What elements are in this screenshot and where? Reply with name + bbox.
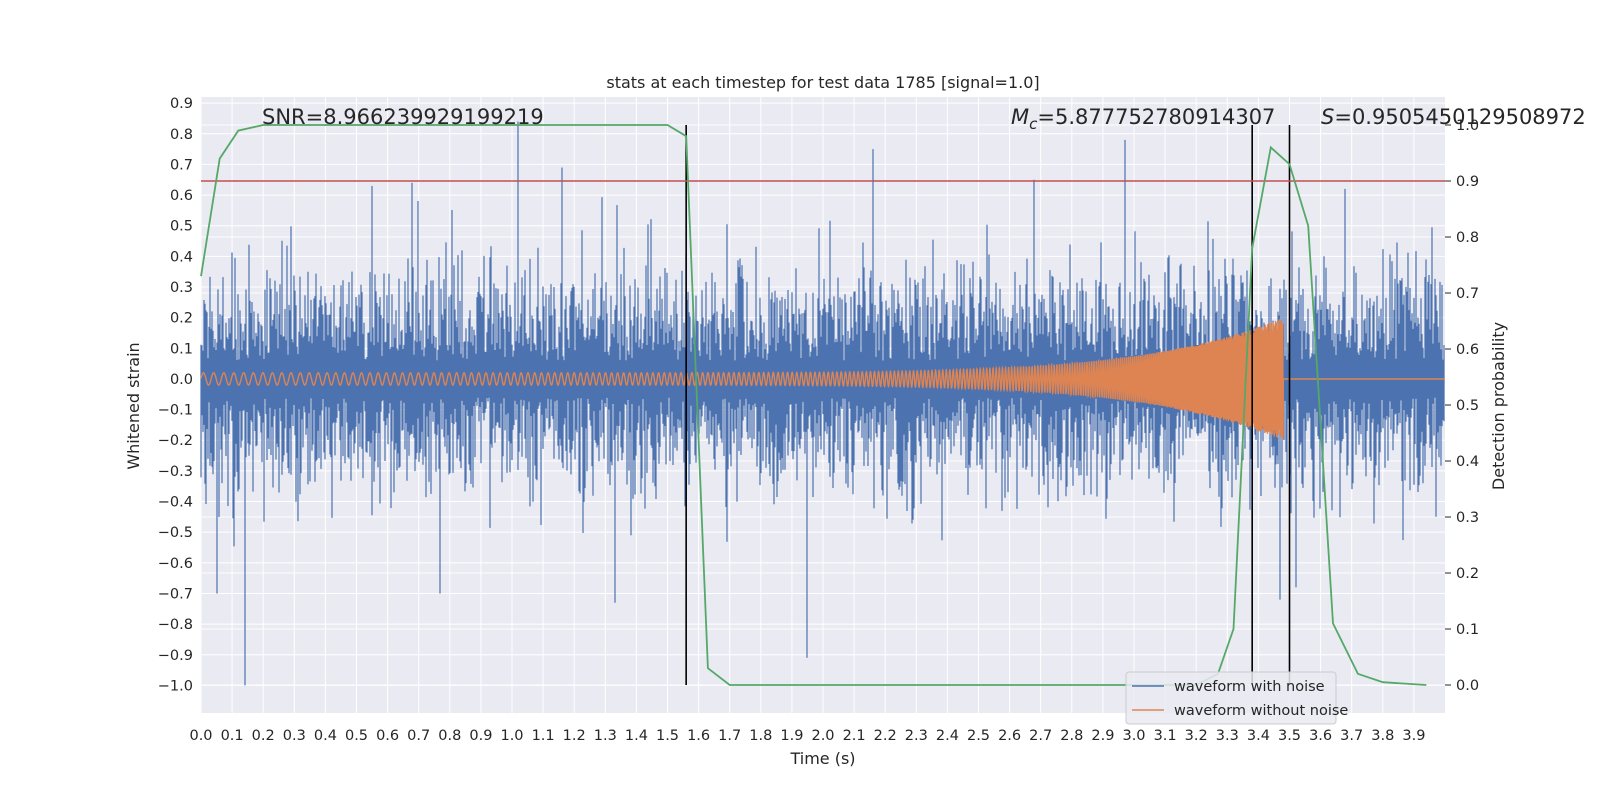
spin-value: =0.9505450129508972 bbox=[1334, 105, 1585, 129]
y2-tick-label: 0.1 bbox=[1456, 622, 1479, 638]
x-tick-label: 3.8 bbox=[1371, 728, 1394, 744]
y-tick-label: 0.5 bbox=[170, 219, 193, 235]
chirp-mass-symbol: M bbox=[1011, 105, 1029, 129]
y-tick-label: 0.3 bbox=[170, 280, 193, 296]
x-tick-label: 0.6 bbox=[376, 728, 399, 744]
x-tick-label: 0.5 bbox=[345, 728, 368, 744]
chirp-mass-value: =5.877752780914307 bbox=[1037, 105, 1275, 129]
x-tick-label: 2.3 bbox=[905, 728, 928, 744]
x-tick-label: 3.0 bbox=[1122, 728, 1145, 744]
y2-tick-label: 0.5 bbox=[1456, 398, 1479, 414]
x-axis-label: Time (s) bbox=[789, 749, 855, 768]
x-tick-label: 3.3 bbox=[1216, 728, 1239, 744]
y-tick-label: −0.4 bbox=[158, 495, 193, 511]
x-tick-label: 0.2 bbox=[252, 728, 275, 744]
x-tick-label: 0.0 bbox=[189, 728, 212, 744]
y2-tick-label: 0.9 bbox=[1456, 174, 1479, 190]
x-tick-label: 3.6 bbox=[1309, 728, 1332, 744]
x-tick-label: 3.5 bbox=[1278, 728, 1301, 744]
y2-axis-label: Detection probability bbox=[1489, 322, 1508, 490]
y2-tick-label: 0.4 bbox=[1456, 454, 1479, 470]
x-tick-label: 1.1 bbox=[532, 728, 555, 744]
y2-tick-label: 1.0 bbox=[1456, 118, 1479, 134]
y-tick-label: 0.1 bbox=[170, 341, 193, 357]
y2-tick-labels: 1.0 0.9 0.8 0.7 0.6 0.5 0.4 0.3 0.2 0.1 0.0 bbox=[1445, 118, 1479, 694]
legend-label-noisy: waveform with noise bbox=[1174, 679, 1325, 695]
x-tick-label: 0.9 bbox=[469, 728, 492, 744]
x-tick-label: 2.6 bbox=[998, 728, 1021, 744]
x-tick-label: 1.6 bbox=[687, 728, 710, 744]
x-tick-label: 0.7 bbox=[407, 728, 430, 744]
clean-waveform-series bbox=[200, 319, 1445, 440]
x-tick-label: 2.1 bbox=[843, 728, 866, 744]
y-tick-label: 0.7 bbox=[170, 157, 193, 173]
spin-annotation: S=0.9505450129508972 bbox=[1321, 105, 1586, 129]
x-tick-label: 0.1 bbox=[221, 728, 244, 744]
vertical-markers bbox=[685, 125, 1291, 685]
y-tick-label: −0.2 bbox=[158, 433, 193, 449]
y2-tick-label: 0.6 bbox=[1456, 342, 1479, 358]
y-tick-label: 0.2 bbox=[170, 311, 193, 327]
x-tick-label: 3.4 bbox=[1247, 728, 1270, 744]
legend-label-clean: waveform without noise bbox=[1174, 703, 1348, 719]
y-axis-label: Whitened strain bbox=[124, 342, 143, 469]
x-tick-label: 2.2 bbox=[874, 728, 897, 744]
x-tick-label: 0.4 bbox=[314, 728, 337, 744]
x-tick-label: 1.9 bbox=[780, 728, 803, 744]
y-tick-label: −1.0 bbox=[158, 678, 193, 694]
x-tick-label: 1.4 bbox=[625, 728, 648, 744]
y-tick-label: −0.3 bbox=[158, 464, 193, 480]
x-tick-label: 3.1 bbox=[1154, 728, 1177, 744]
x-tick-label: 1.5 bbox=[656, 728, 679, 744]
y-tick-label: −0.7 bbox=[158, 586, 193, 602]
chart-title: stats at each timestep for test data 178… bbox=[606, 73, 1039, 92]
y2-tick-label: 0.0 bbox=[1456, 678, 1479, 694]
x-tick-label: 3.2 bbox=[1185, 728, 1208, 744]
x-tick-label: 1.8 bbox=[749, 728, 772, 744]
x-tick-label: 2.7 bbox=[1029, 728, 1052, 744]
y2-tick-label: 0.7 bbox=[1456, 286, 1479, 302]
x-tick-label: 3.7 bbox=[1340, 728, 1363, 744]
x-tick-label: 0.3 bbox=[283, 728, 306, 744]
chirp-mass-subscript: c bbox=[1029, 115, 1038, 133]
legend: waveform with noise waveform without noi… bbox=[1125, 671, 1348, 725]
x-tick-label: 0.8 bbox=[438, 728, 461, 744]
x-tick-label: 1.0 bbox=[500, 728, 523, 744]
x-tick-label: 2.4 bbox=[936, 728, 959, 744]
y-tick-label: 0.4 bbox=[170, 249, 193, 265]
x-tick-label: 2.5 bbox=[967, 728, 990, 744]
y-tick-label: −0.8 bbox=[158, 617, 193, 633]
x-tick-label: 1.2 bbox=[563, 728, 586, 744]
x-tick-label: 2.8 bbox=[1060, 728, 1083, 744]
spin-symbol: S bbox=[1321, 105, 1334, 129]
y-tick-label: −0.1 bbox=[158, 403, 193, 419]
legend-box bbox=[1125, 671, 1337, 725]
y-tick-label: 0.0 bbox=[170, 372, 193, 388]
y2-tick-label: 0.3 bbox=[1456, 510, 1479, 526]
x-tick-label: 2.0 bbox=[811, 728, 834, 744]
snr-annotation: SNR=8.966239929199219 bbox=[262, 105, 544, 129]
chirp-mass-annotation: Mc=5.877752780914307 bbox=[1011, 105, 1275, 133]
y-tick-label: 0.8 bbox=[170, 127, 193, 143]
y-tick-label: 0.9 bbox=[170, 96, 193, 112]
y-tick-label: −0.5 bbox=[158, 525, 193, 541]
y-tick-label: 0.6 bbox=[170, 188, 193, 204]
x-tick-label: 2.9 bbox=[1091, 728, 1114, 744]
x-tick-label: 1.7 bbox=[718, 728, 741, 744]
y-tick-label: −0.6 bbox=[158, 556, 193, 572]
x-tick-label: 1.3 bbox=[594, 728, 617, 744]
y2-tick-label: 0.2 bbox=[1456, 566, 1479, 582]
y-tick-labels: 0.9 0.8 0.7 0.6 0.5 0.4 0.3 0.2 0.1 0.0 −0.1 −0.2 −0… bbox=[158, 96, 193, 694]
clean-waveform-line bbox=[200, 319, 1445, 440]
y2-tick-label: 0.8 bbox=[1456, 230, 1479, 246]
x-tick-label: 3.9 bbox=[1402, 728, 1425, 744]
x-tick-labels: 0.0 0.1 0.2 0.3 0.4 0.5 0.6 0.7 0.8 0.9 1.0 1.1 1.2 1… bbox=[189, 728, 1425, 744]
y-tick-label: −0.9 bbox=[158, 648, 193, 664]
